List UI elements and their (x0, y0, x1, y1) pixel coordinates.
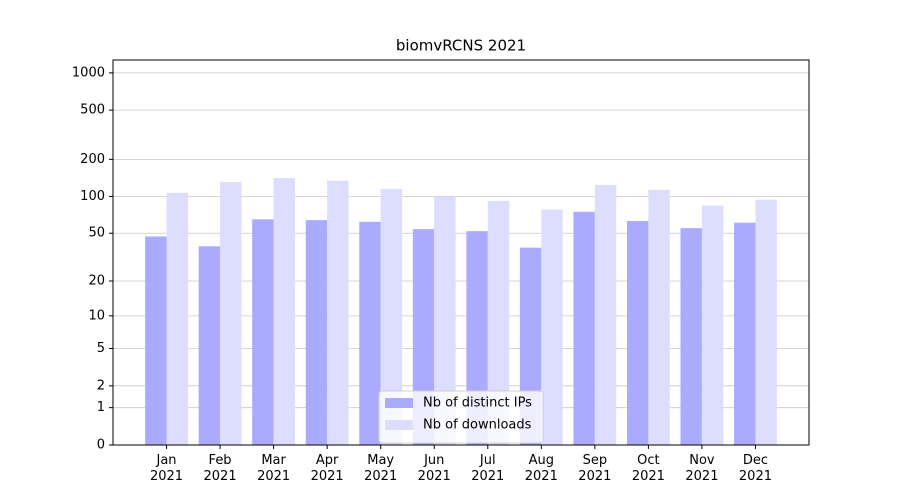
y-tick-label: 2 (97, 378, 105, 393)
x-tick-label: May 2021 (364, 453, 398, 484)
x-tick-label: Sep 2021 (578, 453, 612, 484)
legend-label: Nb of downloads (423, 418, 532, 433)
legend: Nb of distinct IPs Nb of downloads (378, 390, 544, 444)
x-tick-label: Feb 2021 (203, 453, 237, 484)
y-tick-label: 500 (80, 103, 105, 118)
y-tick-label: 50 (88, 226, 105, 241)
bar (701, 205, 724, 445)
bar (380, 188, 403, 445)
x-tick-label: Oct 2021 (631, 453, 665, 484)
y-tick-label: 5 (97, 341, 105, 356)
y-tick-label: 0 (97, 438, 105, 453)
y-tick-label: 1000 (72, 65, 105, 80)
bar (626, 220, 649, 445)
bar (734, 222, 756, 445)
x-tick-label: Jun 2021 (417, 453, 451, 484)
bar (541, 209, 563, 445)
x-tick-label: Aug 2021 (524, 453, 558, 484)
bar (487, 200, 510, 445)
bar (648, 189, 670, 445)
x-tick-label: Nov 2021 (685, 453, 719, 484)
bar (594, 184, 617, 445)
bar (305, 220, 328, 445)
legend-frame (378, 390, 544, 444)
bar (680, 228, 702, 445)
y-tick-label: 10 (88, 308, 105, 323)
x-tick-label: Apr 2021 (310, 453, 344, 484)
legend-swatch (385, 398, 413, 408)
legend-swatch (385, 420, 413, 430)
y-tick-label: 20 (88, 274, 105, 289)
legend-label: Nb of distinct IPs (423, 396, 532, 411)
bar (198, 246, 221, 445)
bar (252, 219, 274, 445)
bar (166, 192, 188, 445)
bar (273, 178, 296, 446)
bar (755, 199, 777, 445)
plot-frame (112, 59, 810, 446)
bar (573, 211, 595, 445)
bar (145, 236, 167, 445)
x-tick-label: Jan 2021 (149, 453, 184, 484)
bar (220, 181, 242, 445)
chart-title: biomvRCNS 2021 (396, 37, 526, 55)
y-tick-label: 100 (80, 189, 105, 204)
x-tick-label: Jul 2021 (471, 453, 505, 484)
bar (327, 180, 349, 445)
x-tick-label: Dec 2021 (738, 453, 772, 484)
bar (359, 221, 381, 445)
x-tick-label: Mar 2021 (257, 453, 291, 484)
bar (434, 196, 456, 445)
y-tick-label: 1 (97, 400, 105, 415)
y-tick-label: 200 (80, 152, 105, 167)
